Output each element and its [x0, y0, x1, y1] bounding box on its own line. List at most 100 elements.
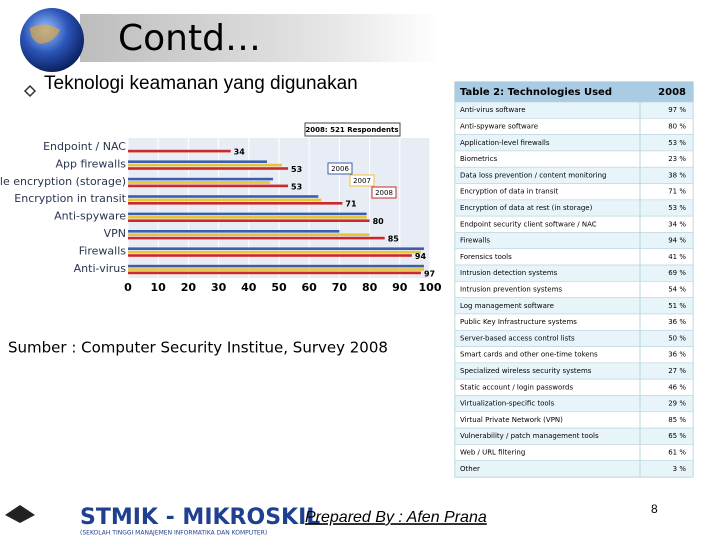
- table-cell: Forensics tools: [460, 253, 512, 261]
- globe-land: [30, 24, 60, 44]
- table-cell: 97 %: [668, 106, 686, 114]
- legend-box: [327, 162, 353, 175]
- legend-box: [349, 174, 375, 187]
- bar: [128, 247, 424, 250]
- bar: [128, 184, 289, 188]
- bar: [128, 219, 370, 222]
- table-header: 2008: [658, 87, 686, 98]
- table-cell: 34 %: [668, 220, 686, 228]
- table-cell: 46 %: [668, 383, 686, 391]
- category-label: Anti-virus: [74, 262, 127, 275]
- table-cell: Static account / login passwords: [460, 383, 573, 391]
- legend-label: 2007: [353, 177, 371, 185]
- legend-box: [371, 186, 397, 199]
- category-label: Anti-spyware: [54, 210, 126, 223]
- x-tick-label: 50: [271, 281, 287, 294]
- table-cell: Public Key Infrastructure systems: [460, 318, 577, 326]
- mortarboard: [5, 505, 35, 523]
- category-label: Firewalls: [79, 244, 126, 257]
- data-label: 85: [388, 235, 400, 244]
- table-cell: Anti-spyware software: [460, 122, 538, 130]
- table-cell: 36 %: [668, 318, 686, 326]
- x-tick-label: 60: [302, 281, 318, 294]
- x-tick-label: 70: [332, 281, 348, 294]
- source-text: Sumber : Computer Security Institue, Sur…: [8, 339, 388, 357]
- bar: [128, 167, 289, 170]
- table-cell: 3 %: [673, 465, 687, 473]
- bar: [128, 149, 231, 153]
- table-cell: Virtual Private Network (VPN): [460, 416, 563, 424]
- bar: [128, 160, 267, 163]
- table-cell: Anti-virus software: [460, 106, 526, 114]
- table-cell: Intrusion detection systems: [460, 269, 558, 277]
- category-label: Encryption in transit: [14, 192, 126, 205]
- table-row-bg: [454, 232, 694, 250]
- x-tick-label: 90: [392, 281, 408, 294]
- data-label: 80: [373, 217, 385, 226]
- bar: [128, 202, 343, 205]
- bullet-text: Teknologi keamanan yang digunakan: [44, 73, 358, 94]
- category-label: File encryption (storage): [0, 175, 126, 188]
- table-cell: Log management software: [460, 302, 554, 310]
- bar: [128, 195, 319, 198]
- page-number: 8: [651, 502, 658, 516]
- bar: [128, 216, 367, 219]
- table-cell: 41 %: [668, 253, 686, 261]
- bar: [128, 271, 421, 275]
- table-cell: Vulnerability / patch management tools: [460, 432, 599, 440]
- table-row-bg: [454, 460, 694, 478]
- x-tick-label: 10: [151, 281, 167, 294]
- table-cell: Endpoint security client software / NAC: [460, 220, 597, 228]
- table-cell: 54 %: [668, 286, 686, 294]
- bar: [128, 198, 322, 202]
- logo-subtext: (SEKOLAH TINGGI MANAJEMEN INFORMATIKA DA…: [80, 530, 267, 537]
- legend-label: 2006: [331, 165, 349, 173]
- bar: [128, 212, 367, 216]
- x-tick-label: 0: [124, 281, 132, 294]
- category-label: Endpoint / NAC: [43, 140, 126, 153]
- slide-title: Contd…: [118, 18, 261, 59]
- table-header: Table 2: Technologies Used: [460, 87, 612, 98]
- chart-subtitle: 2008: 521 Respondents: [305, 126, 398, 134]
- data-label: 97: [424, 269, 435, 278]
- table-cell: 38 %: [668, 171, 686, 179]
- globe-logo: [20, 8, 84, 72]
- subtitle-box: [304, 122, 401, 137]
- title-band: [80, 14, 440, 62]
- table-cell: Server-based access control lists: [460, 334, 575, 342]
- table-cell: Other: [460, 465, 480, 473]
- data-label: 34: [234, 148, 246, 157]
- table-cell: 69 %: [668, 269, 686, 277]
- table-cell: Specialized wireless security systems: [460, 367, 592, 375]
- table-cell: 53 %: [668, 204, 686, 212]
- author: Prepared By : Afen Prana: [305, 509, 487, 526]
- bar: [128, 230, 340, 233]
- table-cell: Data loss prevention / content monitorin…: [460, 171, 607, 179]
- table-cell: Firewalls: [460, 237, 490, 245]
- table-cell: Encryption of data in transit: [460, 188, 558, 196]
- table-cell: 36 %: [668, 351, 686, 359]
- table-cell: Smart cards and other one-time tokens: [460, 351, 598, 359]
- category-label: VPN: [104, 227, 126, 240]
- bar: [128, 236, 385, 240]
- data-label: 71: [345, 200, 357, 209]
- table-cell: 94 %: [668, 237, 686, 245]
- bar: [128, 177, 273, 181]
- x-tick-label: 100: [419, 281, 442, 294]
- bar: [128, 163, 283, 167]
- bar: [128, 254, 412, 257]
- data-label: 53: [291, 165, 302, 174]
- data-label: 94: [415, 252, 427, 261]
- bar: [128, 181, 270, 184]
- table-cell: Application-level firewalls: [460, 139, 550, 147]
- table-cell: 27 %: [668, 367, 686, 375]
- bullet-icon: [23, 84, 37, 98]
- legend-label: 2008: [375, 189, 393, 197]
- bar: [128, 264, 424, 268]
- table-cell: Virtualization-specific tools: [460, 400, 555, 408]
- category-label: App firewalls: [55, 157, 126, 170]
- table-cell: Biometrics: [460, 155, 498, 163]
- data-label: 53: [291, 182, 302, 191]
